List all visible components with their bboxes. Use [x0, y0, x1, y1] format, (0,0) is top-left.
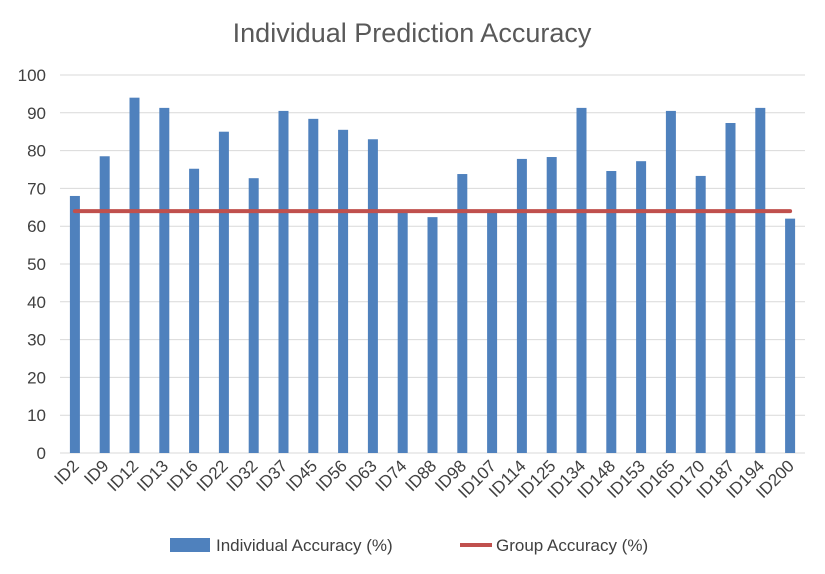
x-tick-label: ID16	[163, 456, 202, 495]
x-tick-label: ID63	[342, 456, 381, 495]
y-tick-label: 90	[27, 104, 46, 123]
bar-id170	[695, 175, 706, 453]
legend-label-group: Group Accuracy (%)	[496, 536, 648, 555]
bar-id9	[99, 156, 110, 453]
bar-id98	[457, 174, 468, 453]
y-tick-label: 100	[18, 66, 46, 85]
bar-id22	[218, 131, 229, 453]
x-tick-label: ID88	[401, 456, 440, 495]
x-axis-tick-labels: ID2ID9ID12ID13ID16ID22ID32ID37ID45ID56ID…	[51, 456, 798, 502]
x-tick-label: ID13	[133, 456, 172, 495]
y-tick-label: 10	[27, 406, 46, 425]
x-tick-label: ID74	[372, 456, 411, 495]
bar-id153	[636, 161, 647, 453]
bar-id16	[189, 168, 200, 453]
x-tick-label: ID12	[103, 456, 142, 495]
bar-id165	[665, 110, 676, 453]
bar-id187	[725, 123, 736, 454]
y-tick-label: 80	[27, 142, 46, 161]
bar-id74	[397, 211, 408, 453]
bar-id125	[546, 157, 557, 453]
bar-id13	[159, 107, 170, 454]
x-tick-label: ID2	[51, 456, 83, 488]
bar-id200	[785, 218, 796, 453]
bar-id63	[367, 139, 378, 453]
y-tick-label: 70	[27, 179, 46, 198]
x-tick-label: ID22	[193, 456, 232, 495]
bar-id134	[576, 107, 587, 454]
bar-id107	[487, 211, 498, 453]
y-tick-label: 40	[27, 293, 46, 312]
y-tick-label: 50	[27, 255, 46, 274]
bar-id194	[755, 107, 766, 454]
legend: Individual Accuracy (%) Group Accuracy (…	[170, 536, 648, 555]
bar-id56	[338, 129, 349, 453]
bar-id2	[69, 195, 80, 453]
x-tick-label: ID45	[282, 456, 321, 495]
x-tick-label: ID56	[312, 456, 351, 495]
y-axis-tick-labels: 0 10 20 30 40 50 60 70 80 90 100	[18, 66, 46, 463]
legend-swatch-individual	[170, 538, 210, 552]
chart-title: Individual Prediction Accuracy	[233, 18, 592, 48]
bar-id32	[248, 178, 259, 453]
y-tick-label: 20	[27, 368, 46, 387]
bar-id12	[129, 97, 140, 454]
legend-label-individual: Individual Accuracy (%)	[216, 536, 393, 555]
y-tick-label: 0	[37, 444, 46, 463]
y-tick-label: 30	[27, 331, 46, 350]
bar-id114	[516, 158, 527, 453]
x-tick-label: ID32	[223, 456, 262, 495]
y-tick-label: 60	[27, 217, 46, 236]
bar-id45	[308, 118, 319, 454]
bar-id37	[278, 110, 289, 453]
x-tick-label: ID37	[252, 456, 291, 495]
bar-id88	[427, 217, 438, 453]
bar-series	[69, 97, 796, 454]
bar-id148	[606, 171, 617, 453]
